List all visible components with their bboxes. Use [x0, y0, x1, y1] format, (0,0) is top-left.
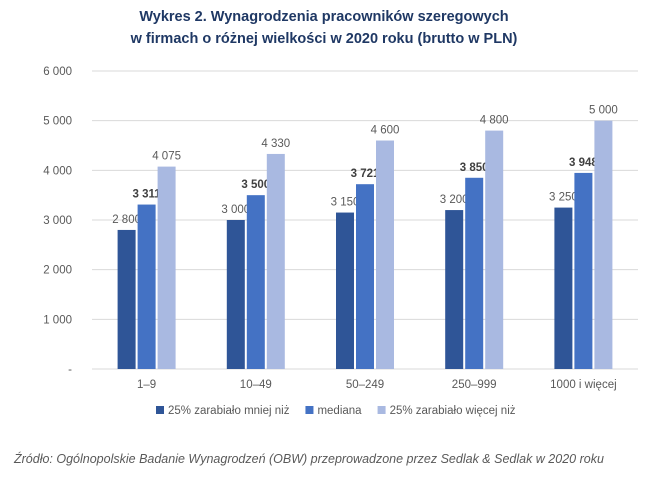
bar: [226, 220, 245, 369]
chart-title-block: Wykres 2. Wynagrodzenia pracowników szer…: [0, 6, 648, 50]
data-label: 3 948: [569, 157, 598, 169]
bar: [594, 120, 613, 370]
data-label: 4 075: [152, 151, 181, 163]
y-tick-label: 5 000: [43, 116, 72, 128]
y-tick-label: 2 000: [43, 265, 72, 277]
bar: [445, 210, 464, 369]
chart-title: Wykres 2. Wynagrodzenia pracowników szer…: [139, 9, 509, 25]
data-label: 3 721: [351, 168, 380, 180]
y-tick-label: 3 000: [43, 215, 72, 227]
chart-subtitle: w firmach o różnej wielkości w 2020 roku…: [130, 31, 518, 47]
y-tick-label: -: [68, 364, 72, 376]
bar: [554, 207, 573, 369]
data-label: 3 000: [221, 204, 250, 216]
bar: [137, 204, 156, 369]
bar: [336, 212, 354, 369]
data-label: 3 500: [241, 179, 270, 191]
bar: [157, 166, 176, 369]
bar: [117, 229, 136, 369]
data-label: 2 800: [112, 214, 141, 226]
bar: [246, 195, 265, 369]
legend-label: 25% zarabiało mniej niż: [168, 405, 290, 417]
x-tick-label: 1000 i więcej: [550, 379, 616, 391]
bar: [485, 130, 504, 369]
legend-swatch: [305, 406, 314, 414]
data-label: 5 000: [589, 105, 618, 117]
data-label: 3 150: [331, 197, 360, 209]
y-tick-label: 4 000: [43, 165, 72, 177]
legend-label: 25% zarabiało więcej niż: [390, 405, 516, 417]
data-label: 3 250: [549, 192, 578, 204]
bar-chart: - 1 000 2 000 3 000 4 000 5 000 6 000 2 800 3 31…: [43, 66, 638, 417]
source-note: Źródło: Ogólnopolskie Badanie Wynagrodze…: [14, 452, 604, 466]
data-label: 4 330: [261, 138, 290, 150]
bar: [356, 184, 374, 369]
data-label: 4 800: [480, 115, 509, 127]
x-tick-label: 10–49: [240, 379, 272, 391]
legend-swatch: [156, 406, 164, 414]
x-tick-label: 50–249: [346, 379, 384, 391]
x-tick-label: 1–9: [137, 379, 156, 391]
bar: [574, 172, 593, 369]
bar: [465, 177, 484, 369]
y-tick-label: 6 000: [43, 66, 72, 78]
data-label: 3 850: [460, 162, 489, 174]
data-label: 3 311: [133, 189, 162, 201]
x-tick-label: 250–999: [452, 379, 497, 391]
legend-label: mediana: [317, 405, 362, 417]
legend-swatch: [377, 406, 386, 414]
data-label: 3 200: [440, 194, 469, 206]
data-label: 4 600: [371, 125, 400, 137]
y-tick-label: 1 000: [43, 314, 72, 326]
bar: [266, 153, 285, 369]
bar: [376, 140, 394, 369]
